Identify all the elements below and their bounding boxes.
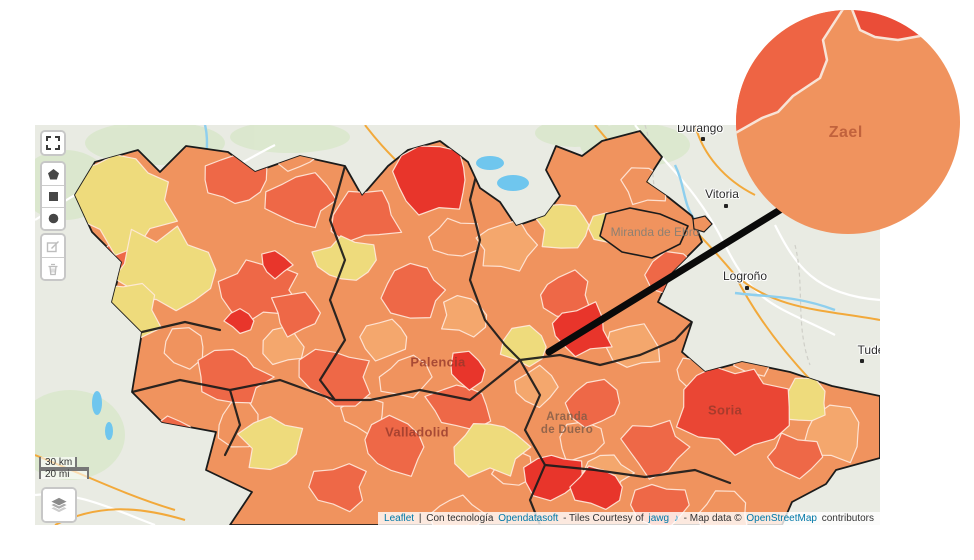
municipality-region[interactable] bbox=[453, 423, 532, 478]
municipality-region[interactable] bbox=[766, 432, 824, 480]
fullscreen-button[interactable] bbox=[42, 132, 64, 154]
magnifier-region-label: Zael bbox=[828, 124, 863, 142]
scale-control: 30 km 20 mi bbox=[39, 457, 89, 479]
municipality-region[interactable] bbox=[378, 354, 433, 399]
opendatasoft-link[interactable]: Opendatasoft bbox=[498, 513, 559, 524]
draw-polygon-icon bbox=[47, 168, 59, 179]
delete-layers-button[interactable] bbox=[42, 257, 64, 279]
municipality-region[interactable] bbox=[564, 378, 621, 429]
municipality-region[interactable] bbox=[620, 419, 691, 480]
openstreetmap-link[interactable]: OpenStreetMap bbox=[746, 513, 817, 524]
choropleth-map[interactable] bbox=[35, 125, 880, 525]
municipality-region[interactable] bbox=[380, 262, 447, 319]
municipality-region[interactable] bbox=[359, 318, 408, 362]
map-container[interactable]: DurangoVitoriaLogroñoTudeMiranda de Ebro… bbox=[35, 125, 880, 525]
jawg-link[interactable]: jawg bbox=[648, 513, 670, 524]
attribution-separator: | bbox=[418, 513, 422, 524]
leaflet-link[interactable]: Leaflet bbox=[384, 513, 415, 524]
municipality-region[interactable] bbox=[441, 295, 488, 338]
edit-icon bbox=[46, 241, 59, 253]
attribution-tiles-text: - Tiles Courtesy of bbox=[563, 513, 644, 524]
municipality-region[interactable] bbox=[197, 348, 275, 404]
municipality-region[interactable] bbox=[298, 348, 371, 407]
draw-rectangle-button[interactable] bbox=[42, 185, 64, 207]
attribution-powered-text: Con tecnología bbox=[426, 513, 494, 524]
magnifier-circle: Zael bbox=[736, 10, 960, 234]
municipality-region[interactable] bbox=[223, 308, 255, 335]
municipality-region[interactable] bbox=[499, 324, 547, 368]
municipality-region[interactable] bbox=[261, 250, 294, 280]
municipality-region[interactable] bbox=[534, 203, 590, 249]
municipality-region[interactable] bbox=[270, 291, 321, 338]
municipality-region[interactable] bbox=[308, 463, 367, 513]
trash-icon bbox=[48, 263, 58, 275]
attribution-bar: Leaflet | Con tecnología Opendatasoft - … bbox=[378, 512, 880, 525]
municipality-region[interactable] bbox=[428, 217, 480, 257]
scale-mi: 20 mi bbox=[39, 467, 89, 479]
municipality-region[interactable] bbox=[237, 416, 304, 471]
municipality-region[interactable] bbox=[514, 364, 559, 409]
attribution-contributors-text: contributors bbox=[821, 513, 874, 524]
province-borders bbox=[130, 158, 732, 525]
magnifier-callout-line bbox=[545, 201, 792, 356]
layers-button[interactable] bbox=[43, 489, 75, 521]
layers-icon bbox=[49, 496, 69, 514]
draw-circle-icon bbox=[48, 213, 58, 224]
draw-polygon-button[interactable] bbox=[42, 163, 64, 185]
edit-layers-button[interactable] bbox=[42, 235, 64, 257]
municipality-region[interactable] bbox=[163, 327, 204, 370]
fullscreen-icon bbox=[46, 136, 60, 150]
municipality-region[interactable] bbox=[450, 350, 486, 391]
municipality-region[interactable] bbox=[264, 172, 338, 229]
jawg-note-icon[interactable]: ♪ bbox=[673, 513, 679, 524]
magnifier-content bbox=[736, 10, 960, 234]
municipality-region[interactable] bbox=[330, 189, 403, 244]
draw-rectangle-icon bbox=[48, 192, 58, 201]
enclave-regions[interactable] bbox=[599, 207, 713, 259]
municipality-region[interactable] bbox=[364, 414, 425, 477]
attribution-mapdata-text: - Map data © bbox=[683, 513, 742, 524]
draw-circle-button[interactable] bbox=[42, 207, 64, 229]
municipality-region[interactable] bbox=[675, 366, 790, 456]
